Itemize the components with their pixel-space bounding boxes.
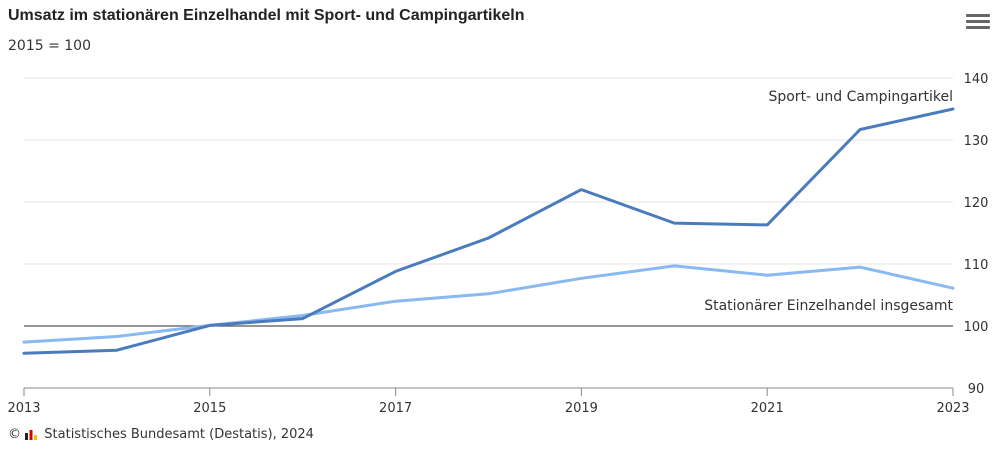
x-tick-label: 2023 <box>936 401 969 416</box>
copyright-symbol: © <box>8 427 21 442</box>
y-tick-label: 100 <box>964 320 989 335</box>
y-tick-label: 130 <box>964 134 989 149</box>
chart-title: Umsatz im stationären Einzelhandel mit S… <box>8 7 525 24</box>
x-tick-label: 2019 <box>565 401 598 416</box>
source-text: Statistisches Bundesamt (Destatis), 2024 <box>44 427 314 442</box>
series-label-1: Stationärer Einzelhandel insgesamt <box>704 298 953 314</box>
series-line-1[interactable] <box>22 264 955 344</box>
series-lines <box>22 107 955 355</box>
hamburger-menu-icon[interactable] <box>966 14 990 36</box>
series-line-0[interactable] <box>22 107 955 355</box>
grid-lines <box>24 77 953 265</box>
y-tick-label: 120 <box>964 196 989 211</box>
x-axis: 2013 2015 2017 2019 2021 2023 <box>7 387 970 416</box>
chart-subtitle: 2015 = 100 <box>8 38 91 54</box>
x-tick-label: 2013 <box>7 401 40 416</box>
y-axis-ticks: 90 100 110 120 130 140 <box>964 72 989 397</box>
series-labels: Sport- und Campingartikel Stationärer Ein… <box>704 89 953 314</box>
y-tick-label: 90 <box>968 382 985 397</box>
destatis-logo-icon <box>25 430 38 440</box>
y-tick-label: 110 <box>964 258 989 273</box>
x-tick-label: 2017 <box>379 401 412 416</box>
y-tick-label: 140 <box>964 72 989 87</box>
x-tick-label: 2015 <box>193 401 226 416</box>
series-label-0: Sport- und Campingartikel <box>768 89 953 105</box>
x-tick-label: 2021 <box>751 401 784 416</box>
source-footer: © Statistisches Bundesamt (Destatis), 20… <box>8 427 314 442</box>
